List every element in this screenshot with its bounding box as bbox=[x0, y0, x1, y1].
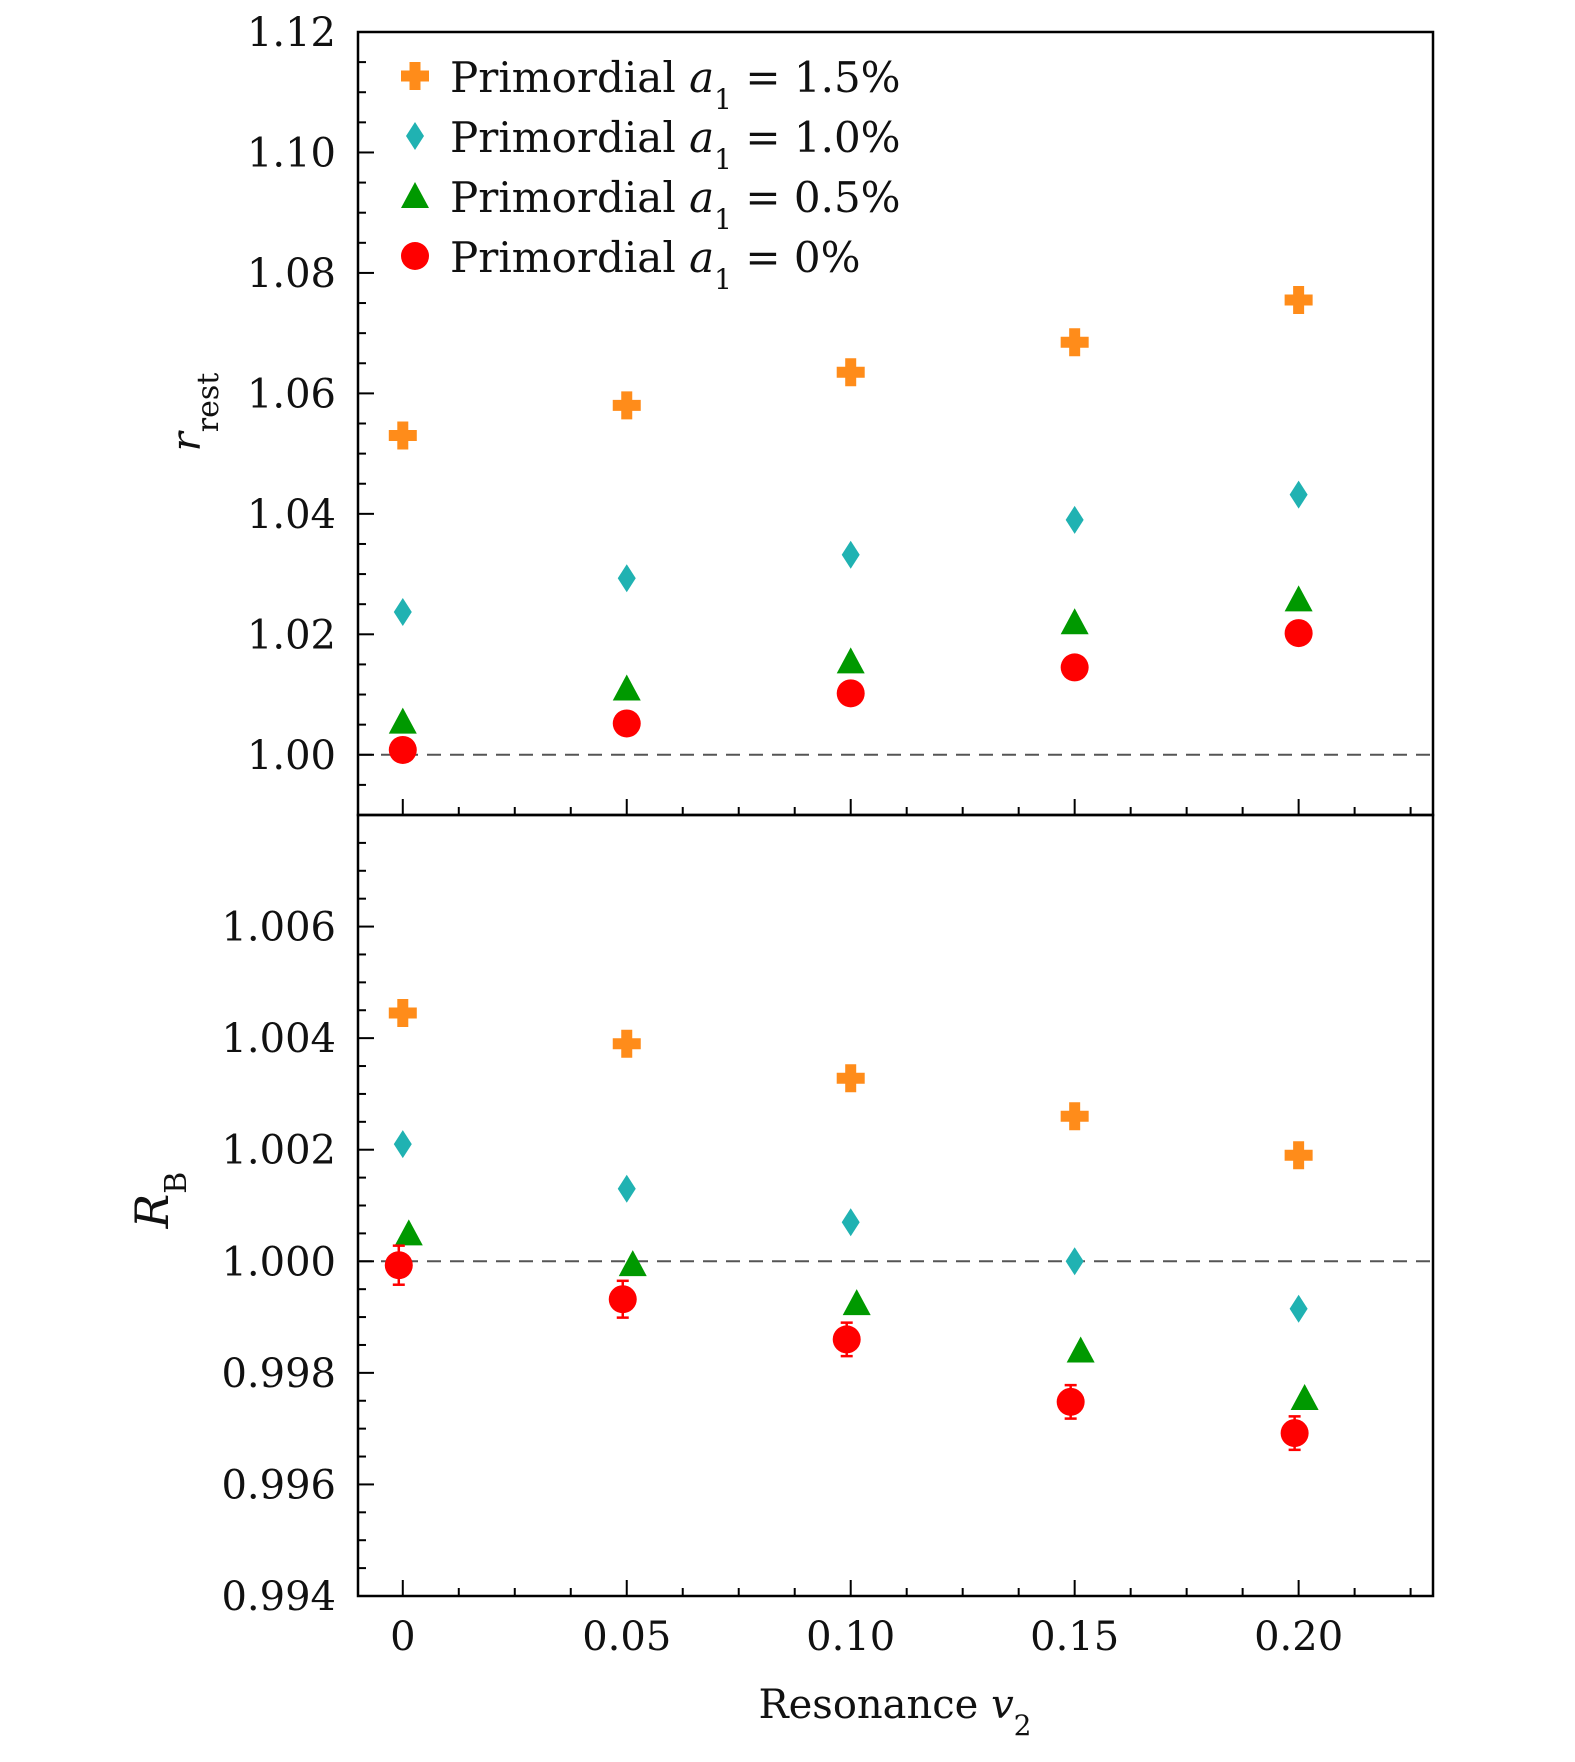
data-point bbox=[836, 358, 865, 387]
data-point bbox=[393, 598, 412, 627]
data-point bbox=[612, 391, 641, 420]
data-point bbox=[842, 1289, 871, 1316]
bottom-plot-frame bbox=[356, 813, 1435, 1598]
top-y-axis-title: rrest bbox=[164, 373, 226, 452]
bottom-y-tick-label: 1.006 bbox=[221, 905, 336, 951]
bottom-panel: 0.994 0.996 0.998 1.000 1.002 1.004 1.006 bbox=[221, 813, 1435, 1620]
top-y-tick-label: 1.10 bbox=[247, 130, 336, 176]
legend-label: Primordial a1 = 0% bbox=[450, 233, 861, 296]
data-point bbox=[394, 1219, 423, 1246]
data-point bbox=[832, 1325, 861, 1354]
data-point bbox=[612, 674, 641, 701]
top-series-diamond bbox=[393, 480, 1308, 627]
data-point bbox=[388, 707, 417, 734]
data-point bbox=[841, 1208, 860, 1237]
data-point bbox=[1060, 653, 1089, 682]
top-y-tick-label: 1.12 bbox=[247, 10, 336, 56]
data-point bbox=[1280, 1419, 1309, 1448]
legend-entry: Primordial a1 = 1.0% bbox=[406, 113, 901, 176]
top-y-tick-label: 1.00 bbox=[247, 733, 336, 779]
bottom-y-tick-label: 0.994 bbox=[221, 1574, 336, 1620]
data-point bbox=[612, 709, 641, 738]
legend-label: Primordial a1 = 0.5% bbox=[450, 173, 901, 236]
top-y-tick-label: 1.06 bbox=[247, 371, 336, 417]
data-point bbox=[836, 679, 865, 708]
x-tick-label: 0.05 bbox=[582, 1614, 671, 1660]
bottom-series-diamond bbox=[393, 1130, 1308, 1323]
data-point bbox=[1290, 1383, 1319, 1410]
bottom-series-circle bbox=[384, 1244, 1309, 1452]
legend-entry: Primordial a1 = 1.5% bbox=[401, 53, 901, 116]
bottom-y-tick-label: 1.002 bbox=[221, 1128, 336, 1174]
legend-entry: Primordial a1 = 0% bbox=[401, 233, 861, 296]
data-point bbox=[612, 1029, 641, 1058]
data-point bbox=[388, 999, 417, 1028]
bottom-y-tick-label: 1.000 bbox=[221, 1239, 336, 1285]
data-point bbox=[384, 1251, 413, 1280]
data-point bbox=[617, 564, 636, 593]
top-y-tick-label: 1.08 bbox=[247, 251, 336, 297]
x-axis-tick-labels: 0 0.05 0.10 0.15 0.20 bbox=[390, 1614, 1343, 1660]
data-point bbox=[618, 1250, 647, 1277]
x-axis-title: Resonance v2 bbox=[759, 1682, 1032, 1742]
bottom-y-axis-title: RB bbox=[125, 1172, 194, 1230]
data-point bbox=[1284, 585, 1313, 612]
data-point bbox=[1284, 1141, 1313, 1170]
bottom-y-tick-label: 1.004 bbox=[221, 1016, 336, 1062]
data-point bbox=[393, 1130, 412, 1159]
top-y-tick-label: 1.02 bbox=[247, 612, 336, 658]
data-point bbox=[1065, 505, 1084, 534]
bottom-series-plus bbox=[388, 999, 1313, 1170]
legend-label: Primordial a1 = 1.0% bbox=[450, 113, 901, 176]
legend-marker bbox=[401, 242, 429, 270]
legend-marker bbox=[401, 182, 429, 208]
top-y-tick-label: 1.04 bbox=[247, 492, 336, 538]
legend-label: Primordial a1 = 1.5% bbox=[450, 53, 901, 116]
top-series-plus bbox=[388, 286, 1313, 450]
data-point bbox=[836, 1064, 865, 1093]
data-point bbox=[608, 1285, 637, 1314]
top-series-circle bbox=[388, 619, 1313, 764]
data-point bbox=[1289, 480, 1308, 509]
x-tick-label: 0.15 bbox=[1030, 1614, 1119, 1660]
bottom-series-triangle bbox=[394, 1219, 1319, 1410]
data-point bbox=[1284, 286, 1313, 315]
legend-marker bbox=[401, 62, 429, 90]
top-panel: 1.00 1.02 1.04 1.06 1.08 1.10 1.12 bbox=[247, 10, 1435, 817]
x-tick-label: 0.10 bbox=[806, 1614, 895, 1660]
data-point bbox=[617, 1174, 636, 1203]
data-point bbox=[836, 647, 865, 674]
x-tick-label: 0.20 bbox=[1254, 1614, 1343, 1660]
data-point bbox=[1060, 608, 1089, 635]
data-point bbox=[841, 540, 860, 569]
legend-marker bbox=[406, 122, 424, 150]
bottom-y-tick-label: 0.998 bbox=[221, 1351, 336, 1397]
data-point bbox=[1060, 328, 1089, 357]
data-point bbox=[1060, 1102, 1089, 1131]
data-point bbox=[1065, 1247, 1084, 1276]
legend-entry: Primordial a1 = 0.5% bbox=[401, 173, 901, 236]
data-point bbox=[1056, 1387, 1085, 1416]
top-series-triangle bbox=[388, 585, 1313, 734]
x-tick-label: 0 bbox=[390, 1614, 415, 1660]
data-point bbox=[388, 421, 417, 450]
data-point bbox=[1289, 1294, 1308, 1323]
bottom-y-tick-label: 0.996 bbox=[221, 1462, 336, 1508]
data-point bbox=[1066, 1336, 1095, 1363]
data-point bbox=[1284, 619, 1313, 648]
legend: Primordial a1 = 1.5%Primordial a1 = 1.0%… bbox=[401, 53, 901, 296]
data-point bbox=[388, 735, 417, 764]
